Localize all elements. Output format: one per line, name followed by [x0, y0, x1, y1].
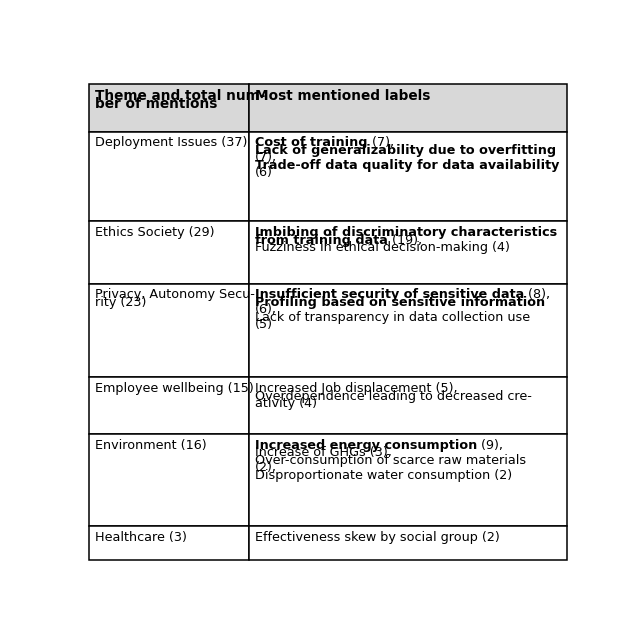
Text: Healthcare (3): Healthcare (3) — [95, 531, 187, 544]
Text: (8),: (8), — [524, 289, 550, 301]
Bar — [89, 284, 249, 377]
Bar — [249, 84, 567, 131]
Text: Trade-off data quality for data availability: Trade-off data quality for data availabi… — [255, 159, 559, 172]
Text: Fuzziness in ethical decision-making (4): Fuzziness in ethical decision-making (4) — [255, 241, 510, 254]
Bar — [89, 526, 249, 560]
Text: Lack of transparency in data collection use: Lack of transparency in data collection … — [255, 311, 530, 324]
Text: Ethics Society (29): Ethics Society (29) — [95, 226, 214, 239]
Bar — [249, 131, 567, 221]
Text: Most mentioned labels: Most mentioned labels — [255, 89, 431, 103]
Bar — [249, 284, 567, 377]
Text: Increase of GHGs (3),: Increase of GHGs (3), — [255, 446, 392, 459]
Text: Imbibing of discriminatory characteristics: Imbibing of discriminatory characteristi… — [255, 226, 557, 239]
Text: (7),: (7), — [255, 152, 277, 164]
Text: Deployment Issues (37): Deployment Issues (37) — [95, 136, 247, 150]
Text: (7),: (7), — [367, 136, 394, 150]
Text: Theme and total num-: Theme and total num- — [95, 89, 265, 103]
Text: Cost of training: Cost of training — [255, 136, 367, 150]
Bar — [89, 434, 249, 526]
Text: (6),: (6), — [255, 303, 277, 316]
Text: Lack of generalizability due to overfitting: Lack of generalizability due to overfitt… — [255, 144, 556, 157]
Text: (2),: (2), — [255, 461, 277, 474]
Text: Overdependence leading to decreased cre-: Overdependence leading to decreased cre- — [255, 389, 532, 403]
Text: ber of mentions: ber of mentions — [95, 96, 217, 111]
Text: rity (23): rity (23) — [95, 296, 147, 309]
Text: Employee wellbeing (15): Employee wellbeing (15) — [95, 382, 253, 395]
Text: Privacy, Autonomy Secu-: Privacy, Autonomy Secu- — [95, 289, 255, 301]
Bar — [89, 221, 249, 284]
Bar — [249, 221, 567, 284]
Bar — [89, 377, 249, 434]
Text: Increased energy consumption: Increased energy consumption — [255, 438, 477, 452]
Text: (6): (6) — [255, 167, 273, 179]
Text: Profiling based on sensitive information: Profiling based on sensitive information — [255, 296, 545, 309]
Text: (9),: (9), — [477, 438, 503, 452]
Text: (5): (5) — [255, 318, 273, 331]
Text: Effectiveness skew by social group (2): Effectiveness skew by social group (2) — [255, 531, 500, 544]
Text: Increased Job displacement (5),: Increased Job displacement (5), — [255, 382, 458, 395]
Text: Disproportionate water consumption (2): Disproportionate water consumption (2) — [255, 469, 512, 482]
Text: Over-consumption of scarce raw materials: Over-consumption of scarce raw materials — [255, 454, 526, 467]
Text: (19),: (19), — [388, 233, 422, 247]
Text: ativity (4): ativity (4) — [255, 397, 317, 410]
Bar — [249, 434, 567, 526]
Bar — [249, 377, 567, 434]
Text: Insufficient security of sensitive data: Insufficient security of sensitive data — [255, 289, 524, 301]
Text: Environment (16): Environment (16) — [95, 438, 207, 452]
Bar — [249, 526, 567, 560]
Bar — [89, 84, 249, 131]
Text: from training data: from training data — [255, 233, 388, 247]
Bar — [89, 131, 249, 221]
